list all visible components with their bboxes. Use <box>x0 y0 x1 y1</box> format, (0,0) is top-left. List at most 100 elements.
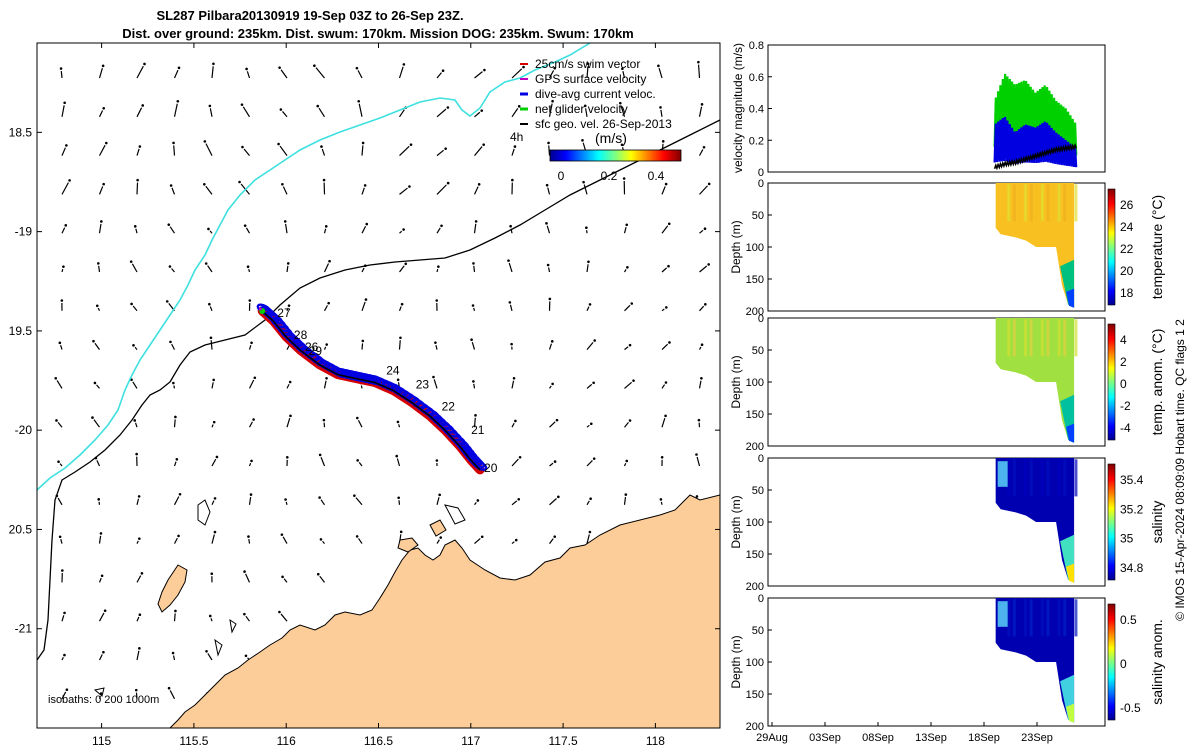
geostrophic-arrow <box>436 184 447 195</box>
day-label-21: 21 <box>471 423 485 437</box>
geostrophic-arrow-head <box>355 416 359 420</box>
geostrophic-arrow <box>699 185 708 195</box>
geostrophic-arrow-head <box>136 178 139 182</box>
geostrophic-arrow-head <box>140 572 144 575</box>
geostrophic-arrow-head <box>61 569 64 572</box>
day-label-24: 24 <box>386 364 400 378</box>
geostrophic-arrow <box>248 496 252 505</box>
geostrophic-arrow <box>661 267 668 273</box>
geostrophic-arrow-head <box>551 99 554 103</box>
depth-tick-label: 100 <box>746 242 764 254</box>
geostrophic-arrow-head <box>203 182 206 186</box>
geostrophic-arrow <box>282 186 288 195</box>
section-deeper <box>1066 288 1075 308</box>
geostrophic-arrow-head <box>702 145 706 149</box>
geostrophic-arrow-head <box>545 183 549 187</box>
geostrophic-arrow-head <box>168 265 172 268</box>
geostrophic-arrow-head <box>592 457 596 460</box>
geostrophic-arrow <box>586 306 590 312</box>
geostrophic-arrow <box>399 265 405 273</box>
geostrophic-arrow <box>586 342 594 350</box>
geostrophic-arrow <box>320 499 325 506</box>
geostrophic-arrow-head <box>361 339 365 343</box>
credit-text: © IMOS 15-Apr-2024 08:09:09 Hobart time.… <box>1173 319 1187 621</box>
geostrophic-arrow <box>511 541 515 545</box>
geostrophic-arrow <box>699 265 708 273</box>
geostrophic-arrow-head <box>208 614 212 618</box>
geostrophic-arrow <box>56 380 63 389</box>
geostrophic-arrow-head <box>667 264 670 268</box>
geostrophic-arrow <box>171 268 175 273</box>
geostrophic-arrow-head <box>664 414 667 418</box>
section-streak <box>1063 319 1067 357</box>
geostrophic-arrow-head <box>281 183 284 186</box>
day-label-22: 22 <box>442 399 456 413</box>
geostrophic-arrow-head <box>357 99 360 103</box>
legend-net: net glider velocity <box>535 102 628 116</box>
geostrophic-arrow-head <box>322 178 326 182</box>
geostrophic-arrow <box>245 615 250 622</box>
geostrophic-arrow <box>398 306 402 312</box>
geostrophic-arrow-head <box>437 265 440 268</box>
geostrophic-arrow-head <box>279 108 283 111</box>
geostrophic-arrow <box>620 105 626 117</box>
geostrophic-arrow-head <box>138 145 142 148</box>
section-streak <box>1018 459 1022 497</box>
geostrophic-arrow <box>661 418 666 428</box>
geostrophic-arrow <box>211 382 214 389</box>
geostrophic-arrow <box>61 615 65 622</box>
section-surface-patch <box>997 461 1008 487</box>
geostrophic-arrow <box>172 655 176 661</box>
geostrophic-arrow <box>134 422 138 428</box>
title-line1: SL287 Pilbara20130919 19-Sep 03Z to 26-S… <box>156 8 463 23</box>
geostrophic-arrow <box>173 461 177 467</box>
geostrophic-arrow <box>586 424 590 428</box>
geostrophic-arrow-head <box>174 609 177 613</box>
geostrophic-arrow-head <box>281 575 284 579</box>
geostrophic-arrow <box>549 498 557 506</box>
geostrophic-arrow-head <box>439 536 443 539</box>
geostrophic-arrow-head <box>252 418 255 421</box>
section-streak <box>1040 319 1044 357</box>
geostrophic-arrow-head <box>395 454 399 458</box>
velocity-ticks: 0 0.2 0.4 0.6 0.8 <box>749 40 772 179</box>
geostrophic-arrow-head <box>547 141 550 145</box>
geostrophic-arrow-head <box>409 143 413 146</box>
depth-tick-label: 200 <box>746 721 764 733</box>
geostrophic-arrow-head <box>588 303 592 306</box>
map-ytick-label: 18.5 <box>9 125 33 139</box>
geostrophic-arrow <box>319 575 325 583</box>
map-xtick-label: 115.5 <box>179 734 208 748</box>
geostrophic-arrow <box>98 695 101 699</box>
colorbar-label: temperature (°C) <box>1149 195 1165 299</box>
geostrophic-arrow-head <box>522 65 525 69</box>
geostrophic-arrow-head <box>63 611 66 615</box>
geostrophic-arrow-head <box>624 493 628 496</box>
geostrophic-arrow <box>136 540 139 544</box>
geostrophic-arrow <box>248 345 252 350</box>
geostrophic-arrow <box>436 227 441 234</box>
map-xtick-label: 117 <box>461 734 480 748</box>
time-tick-label: 13Sep <box>915 732 947 744</box>
geostrophic-arrow <box>282 536 288 544</box>
geostrophic-arrow-head <box>551 382 554 386</box>
geostrophic-arrow <box>548 343 553 350</box>
section-colorbar <box>1107 188 1116 306</box>
geostrophic-arrow-head <box>167 686 171 690</box>
geostrophic-arrow-head <box>320 145 323 148</box>
geostrophic-arrow-head <box>59 67 63 70</box>
geostrophic-arrow <box>358 538 363 544</box>
section-streak <box>1052 599 1056 637</box>
geostrophic-arrow-head <box>620 143 624 147</box>
geostrophic-arrow-head <box>589 422 593 426</box>
geostrophic-arrow-head <box>440 224 443 228</box>
geostrophic-arrow-head <box>283 220 287 223</box>
section-streak <box>1024 599 1028 637</box>
map-ytick-label: -20 <box>15 423 33 437</box>
geostrophic-arrow <box>547 187 551 195</box>
geostrophic-arrow <box>660 109 663 117</box>
map-legend: 25cm/s swim vector GPS surface velocity … <box>510 57 682 183</box>
geostrophic-arrow-head <box>284 498 287 501</box>
geostrophic-arrow <box>207 265 213 273</box>
section-streak <box>1012 599 1016 637</box>
